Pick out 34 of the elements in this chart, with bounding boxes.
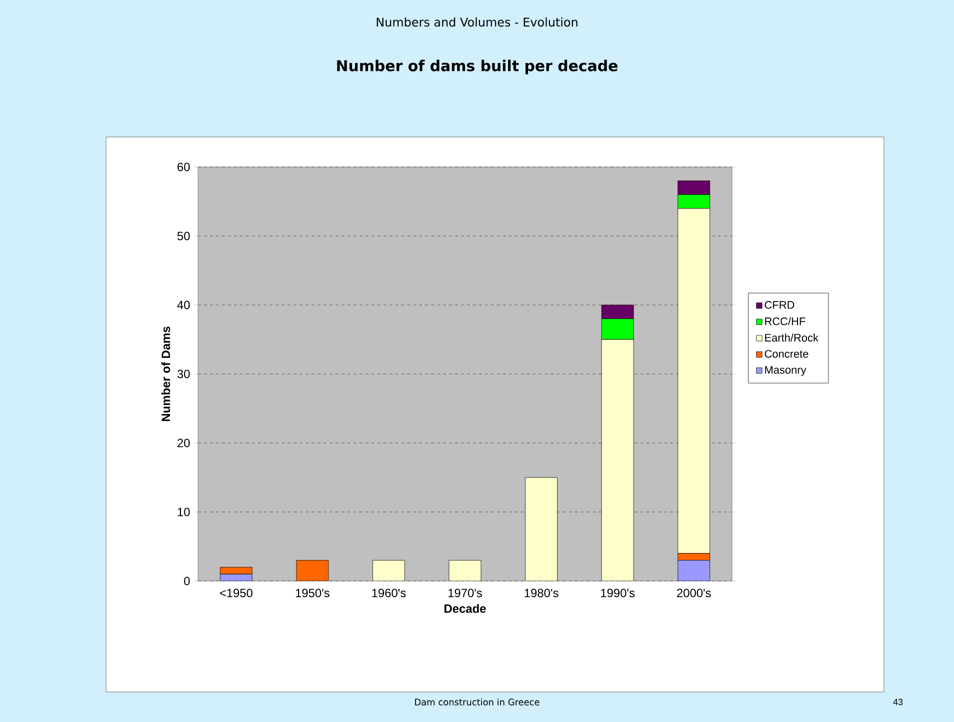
bar [372, 560, 405, 581]
x-tick-label: <1950 [220, 588, 252, 598]
x-tick-label: 1950's [296, 588, 330, 598]
legend-label: Concrete [764, 350, 808, 358]
bar [296, 560, 329, 581]
x-tick-label: 1990's [601, 588, 635, 598]
bar [678, 553, 710, 560]
bar [678, 208, 710, 554]
chart-title: Numbers and Volumes - Evolution [376, 17, 578, 27]
legend-label: Earth/Rock [765, 334, 818, 342]
y-tick-label: 40 [177, 300, 190, 310]
legend-label: Masonry [765, 366, 806, 376]
x-tick-label: 1980's [524, 588, 558, 598]
y-tick-label: 50 [177, 232, 190, 240]
y-tick-label: 20 [178, 438, 190, 448]
y-tick-label: 0 [184, 576, 190, 586]
y-tick-label: 30 [177, 370, 190, 378]
bar [601, 339, 634, 581]
x-tick-label: 1960's [372, 588, 406, 598]
bar [220, 566, 252, 574]
x-tick-label: 2000's [677, 588, 711, 598]
bar [678, 560, 710, 581]
bar [525, 477, 558, 581]
legend-label: CFRD [764, 301, 794, 309]
bar [448, 560, 482, 581]
y-tick-label: 10 [178, 508, 190, 516]
chart-subtitle: Number of dams built per decade [337, 60, 618, 74]
y-axis-title: Number of Dams [161, 326, 170, 422]
text: Dam construction in Greece [415, 698, 540, 706]
x-tick-label: 1970's [448, 588, 482, 598]
x-axis-title: Decade [444, 604, 486, 613]
y-tick-label: 60 [178, 162, 190, 172]
text: 43 [893, 698, 903, 706]
legend-label: RCC/HF [765, 317, 806, 326]
